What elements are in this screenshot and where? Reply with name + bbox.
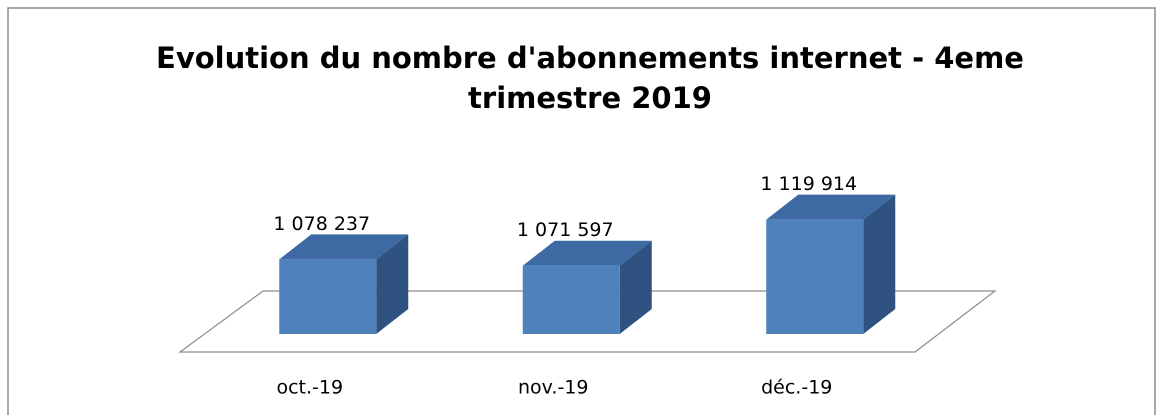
bar [279,259,377,334]
bar-top [279,234,409,260]
x-tick-label: déc.-19 [761,377,832,399]
chart-title: trimestre 2019 [468,81,712,115]
value-label: 1 119 914 [760,173,857,195]
chart-title: Evolution du nombre d'abonnements intern… [156,41,1024,75]
bar [522,265,620,334]
value-label: 1 078 237 [273,213,370,235]
x-tick-label: oct.-19 [276,377,343,399]
bar-side [863,194,896,334]
bar-side [376,234,409,334]
bar-side [619,240,652,334]
x-tick-label: nov.-19 [518,377,589,399]
bar [766,219,864,334]
bar-top [766,194,896,220]
value-label: 1 071 597 [517,219,614,241]
bar-top [522,240,652,266]
